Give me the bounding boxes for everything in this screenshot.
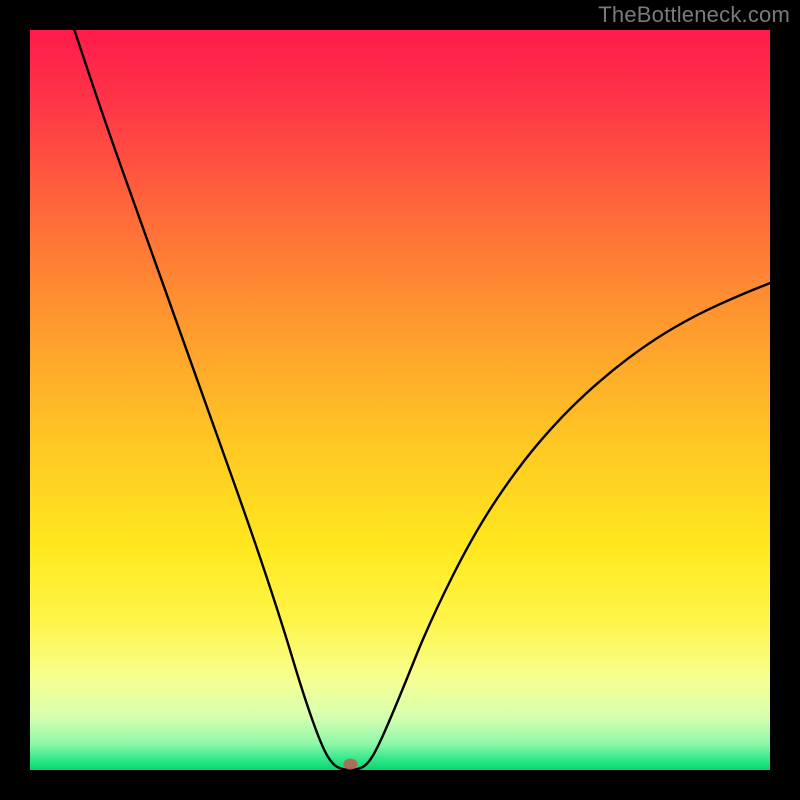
optimum-marker xyxy=(343,759,357,770)
plot-background xyxy=(30,30,770,770)
chart-frame: TheBottleneck.com xyxy=(0,0,800,800)
watermark-text: TheBottleneck.com xyxy=(598,2,790,28)
bottleneck-chart xyxy=(0,0,800,800)
